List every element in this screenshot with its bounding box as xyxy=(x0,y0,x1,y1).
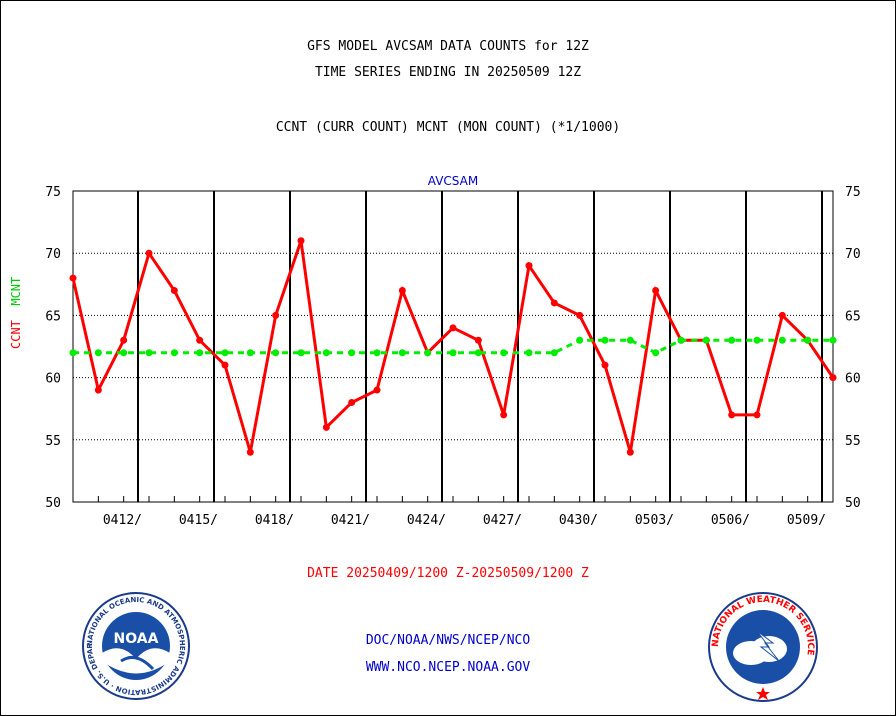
y-tick-label-right: 60 xyxy=(845,372,861,387)
mcnt-point xyxy=(272,349,280,357)
ccnt-point xyxy=(474,336,482,344)
ccnt-point xyxy=(94,386,102,394)
x-tick-label: 0424/ xyxy=(407,513,446,528)
ccnt-point xyxy=(373,386,381,394)
x-tick-label: 0503/ xyxy=(635,513,674,528)
y-tick-label-left: 50 xyxy=(45,496,61,511)
footer-website: WWW.NCO.NCEP.NOAA.GOV xyxy=(365,660,531,675)
y-tick-label-left: 70 xyxy=(45,247,61,262)
ccnt-point xyxy=(728,411,736,419)
mcnt-point xyxy=(373,349,381,357)
mcnt-point xyxy=(601,336,609,344)
y-tick-label-left: 60 xyxy=(45,372,61,387)
mcnt-point xyxy=(677,336,685,344)
mcnt-point xyxy=(348,349,356,357)
ccnt-point xyxy=(753,411,761,419)
nws-logo: NATIONAL WEATHER SERVICE xyxy=(708,592,818,702)
x-tick-label: 0509/ xyxy=(787,513,826,528)
ccnt-point xyxy=(246,448,254,456)
noaa-logo: NATIONAL OCEANIC AND ATMOSPHERIC ADMINIS… xyxy=(81,591,190,700)
footer-org-path: DOC/NOAA/NWS/NCEP/NCO xyxy=(365,633,531,648)
mcnt-point xyxy=(246,349,254,357)
mcnt-point xyxy=(474,349,482,357)
mcnt-point xyxy=(525,349,533,357)
mcnt-point xyxy=(221,349,229,357)
mcnt-point xyxy=(728,336,736,344)
ccnt-point xyxy=(170,287,178,295)
chart-title-line2: TIME SERIES ENDING IN 20250509 12Z xyxy=(314,65,582,80)
ccnt-point xyxy=(829,374,837,382)
ccnt-point xyxy=(120,336,128,344)
ccnt-point xyxy=(398,287,406,295)
mcnt-point xyxy=(550,349,558,357)
x-tick-label: 0430/ xyxy=(559,513,598,528)
x-tick-label: 0412/ xyxy=(103,513,142,528)
ccnt-point xyxy=(348,398,356,406)
x-tick-label: 0421/ xyxy=(331,513,370,528)
ccnt-point xyxy=(196,336,204,344)
ccnt-point xyxy=(626,448,634,456)
y-tick-label-right: 70 xyxy=(845,247,861,262)
ccnt-point xyxy=(145,249,153,257)
mcnt-point xyxy=(652,349,660,357)
mcnt-point xyxy=(626,336,634,344)
y-tick-label-left: 65 xyxy=(45,309,61,324)
y-tick-label-right: 75 xyxy=(845,185,861,200)
mcnt-point xyxy=(804,336,812,344)
mcnt-point xyxy=(398,349,406,357)
mcnt-point xyxy=(702,336,710,344)
mcnt-point xyxy=(94,349,102,357)
mcnt-point xyxy=(753,336,761,344)
ccnt-point xyxy=(652,287,660,295)
ccnt-point xyxy=(221,361,229,369)
line-chart: 50 50 55 55 60 60 65 65 70 70 75 75 0412/0415/0418/0… xyxy=(45,174,861,528)
y-tick-label-right: 50 xyxy=(845,496,861,511)
chart-title: AVCSAM xyxy=(428,174,478,188)
y-tick-label-right: 55 xyxy=(845,434,861,449)
mcnt-point xyxy=(424,349,432,357)
plot-area xyxy=(72,190,834,503)
mcnt-point xyxy=(297,349,305,357)
ccnt-point xyxy=(297,237,305,245)
mcnt-point xyxy=(196,349,204,357)
chart-title-line1: GFS MODEL AVCSAM DATA COUNTS for 12Z xyxy=(307,39,589,54)
ccnt-point xyxy=(449,324,457,332)
y-tick-label-right: 65 xyxy=(845,309,861,324)
ccnt-point xyxy=(525,262,533,270)
mcnt-point xyxy=(829,336,837,344)
ccnt-point xyxy=(778,311,786,319)
mcnt-point xyxy=(69,349,77,357)
ccnt-point xyxy=(322,423,330,431)
ccnt-point xyxy=(601,361,609,369)
y-tick-label-left: 55 xyxy=(45,434,61,449)
ccnt-point xyxy=(550,299,558,307)
ccnt-point xyxy=(500,411,508,419)
mcnt-point xyxy=(500,349,508,357)
ccnt-point xyxy=(69,274,77,282)
x-tick-label: 0418/ xyxy=(255,513,294,528)
mcnt-point xyxy=(170,349,178,357)
chart-title-line3: CCNT (CURR COUNT) MCNT (MON COUNT) (*1/1… xyxy=(275,120,621,135)
x-tick-label: 0506/ xyxy=(711,513,750,528)
x-tick-label: 0427/ xyxy=(483,513,522,528)
svg-text:NOAA: NOAA xyxy=(114,631,159,647)
y-tick-label-left: 75 xyxy=(45,185,61,200)
x-tick-label: 0415/ xyxy=(179,513,218,528)
mcnt-point xyxy=(145,349,153,357)
mcnt-point xyxy=(778,336,786,344)
mcnt-point xyxy=(576,336,584,344)
mcnt-point xyxy=(449,349,457,357)
ccnt-point xyxy=(576,311,584,319)
mcnt-point xyxy=(120,349,128,357)
date-range-label: DATE 20250409/1200 Z-20250509/1200 Z xyxy=(307,566,589,581)
mcnt-point xyxy=(322,349,330,357)
ccnt-point xyxy=(272,311,280,319)
